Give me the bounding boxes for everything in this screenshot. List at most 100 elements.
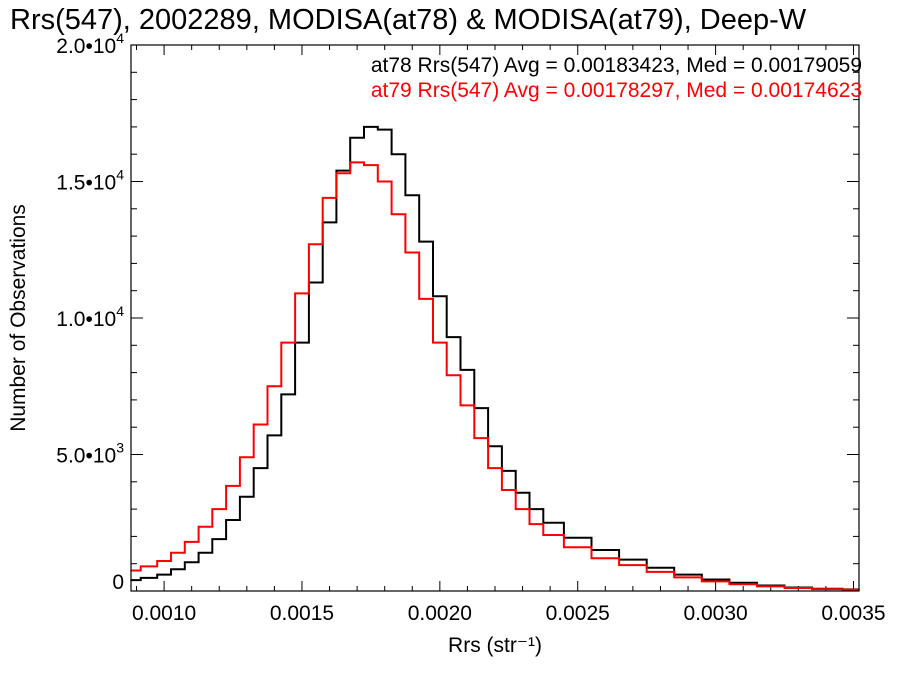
data-point-at79	[315, 243, 317, 246]
data-point-at79	[177, 552, 179, 554]
data-point-at78	[301, 341, 303, 344]
data-point-at78	[425, 240, 427, 243]
data-point-at78	[273, 434, 276, 437]
legend-at79: at79 Rrs(547) Avg = 0.00178297, Med = 0.…	[371, 79, 862, 102]
data-point-at79	[480, 437, 483, 439]
y-tick-label: 1.0•104	[56, 303, 124, 331]
data-point-at78	[439, 295, 441, 298]
data-point-at78	[549, 522, 551, 524]
data-point-at78	[659, 567, 662, 569]
data-point-at79	[273, 385, 276, 388]
data-point-at78	[190, 561, 193, 564]
data-point-at79	[494, 467, 496, 469]
data-point-at79	[687, 576, 689, 579]
x-tick-label: 0.0025	[546, 602, 610, 625]
data-point-at79	[549, 534, 551, 536]
data-point-at79	[452, 374, 455, 377]
data-point-at79	[149, 565, 152, 568]
data-point-at78	[287, 393, 290, 396]
data-point-at78	[687, 573, 689, 576]
data-point-at78	[535, 508, 538, 510]
data-point-at78	[204, 552, 207, 554]
data-point-at79	[232, 485, 234, 487]
data-point-at79	[521, 508, 524, 510]
data-point-at79	[190, 541, 193, 543]
series-line-at79	[131, 161, 859, 591]
data-point-at79	[742, 583, 744, 585]
data-point-at78	[315, 281, 317, 284]
data-point-at79	[770, 585, 772, 588]
data-point-at79	[466, 404, 469, 407]
x-axis-label: Rrs (str⁻¹)	[448, 634, 542, 657]
data-point-at78	[576, 537, 579, 539]
data-point-at79	[246, 456, 248, 459]
data-point-at78	[397, 153, 400, 155]
data-point-at78	[508, 470, 510, 472]
data-point-at79	[576, 546, 579, 549]
data-point-at79	[287, 341, 290, 344]
data-point-at78	[177, 568, 179, 570]
data-point-at78	[163, 573, 165, 576]
x-tick-label: 0.0035	[821, 602, 885, 625]
data-point-at79	[370, 164, 372, 166]
data-point-at78	[232, 519, 234, 521]
data-point-at79	[825, 588, 827, 590]
x-tick-label: 0.0030	[683, 602, 747, 625]
x-tick-label: 0.0015	[270, 602, 334, 625]
data-point-at78	[342, 169, 345, 172]
data-point-at78	[149, 577, 152, 579]
data-point-at79	[342, 172, 345, 175]
data-point-at79	[797, 587, 800, 589]
y-axis-label: Number of Observations	[7, 204, 30, 432]
plot-series	[130, 125, 860, 591]
data-point-at79	[411, 251, 414, 254]
data-point-at78	[714, 578, 717, 581]
data-point-at78	[218, 538, 220, 540]
y-axis-tick-labels: 0 5.0•103 1.0•104 1.5•104 2.0•104	[56, 30, 124, 594]
data-point-at78	[356, 137, 358, 139]
y-tick-label: 2.0•104	[56, 30, 124, 58]
data-point-at78	[632, 558, 634, 561]
data-point-at78	[383, 128, 386, 131]
data-point-at79	[204, 526, 207, 528]
data-point-at79	[397, 213, 400, 216]
data-point-at78	[259, 467, 262, 469]
data-point-at78	[604, 549, 607, 551]
data-point-at78	[370, 126, 372, 128]
data-point-at78	[494, 445, 496, 448]
data-point-at79	[632, 564, 634, 566]
data-point-at79	[383, 180, 386, 183]
data-point-at79	[508, 489, 510, 491]
x-tick-label: 0.0020	[408, 602, 472, 625]
y-tick-label: 0	[112, 571, 124, 594]
data-point-at79	[659, 571, 662, 573]
data-point-at79	[535, 523, 538, 525]
data-point-at79	[604, 557, 607, 559]
data-point-at79	[425, 298, 427, 300]
series-at79	[130, 161, 860, 591]
data-point-at78	[742, 582, 744, 584]
data-point-at78	[411, 194, 414, 196]
data-point-at78	[452, 336, 455, 338]
chart-title: Rrs(547), 2002289, MODISA(at78) & MODISA…	[10, 4, 807, 36]
plot-frame	[130, 44, 860, 592]
data-point-at79	[301, 292, 303, 295]
data-point-at78	[521, 491, 524, 494]
data-point-at79	[714, 580, 717, 583]
data-point-at78	[328, 221, 331, 224]
y-tick-label: 1.5•104	[56, 167, 124, 195]
x-axis-tick-labels: 0.0010 0.0015 0.0020 0.0025 0.0030 0.0035	[132, 602, 886, 625]
series-line-at78	[131, 125, 859, 591]
data-point-at79	[439, 341, 441, 344]
data-point-at79	[218, 508, 220, 510]
data-point-at79	[259, 423, 262, 426]
legend-at78: at78 Rrs(547) Avg = 0.00183423, Med = 0.…	[371, 54, 862, 77]
data-point-at78	[246, 496, 248, 498]
y-tick-label: 5.0•103	[56, 440, 124, 468]
x-tick-label: 0.0010	[132, 602, 196, 625]
data-point-at79	[328, 197, 331, 199]
data-point-at79	[163, 560, 165, 562]
data-point-at78	[466, 369, 469, 371]
series-at78	[130, 125, 860, 591]
